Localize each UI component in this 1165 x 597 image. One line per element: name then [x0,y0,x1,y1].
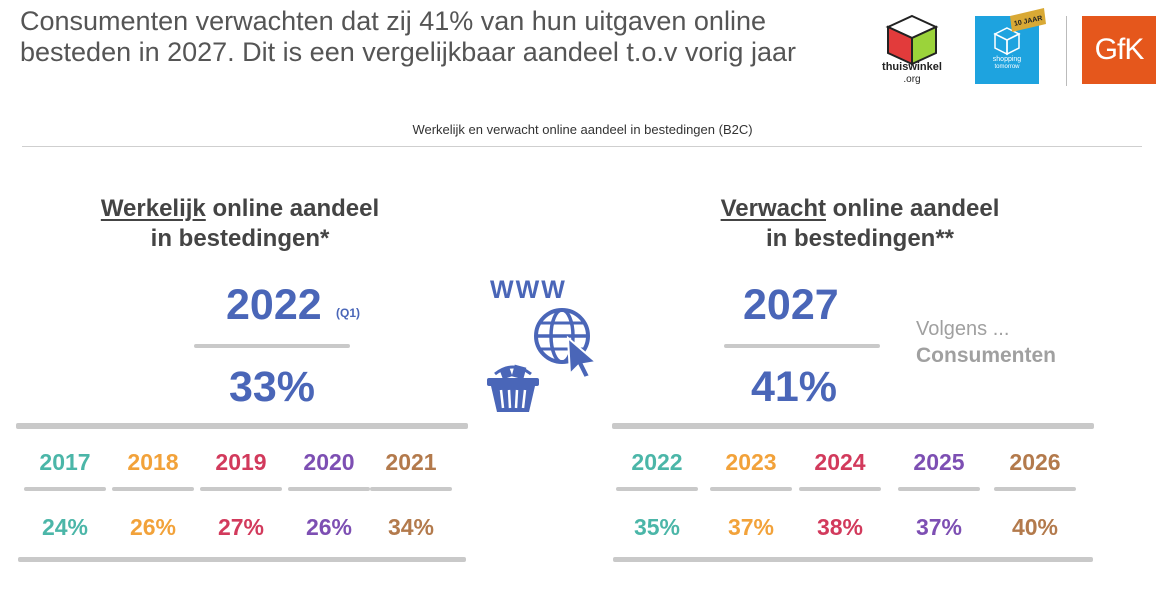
left-section-title: Werkelijk online aandeel in bestedingen* [70,194,410,254]
left-year-label-2020: 2020 [303,449,355,475]
left-big-percentage: 33% [228,363,316,411]
left-bottom-bar [18,557,466,562]
right-year-value-2025: 37% [915,514,963,540]
right-year-value-2022: 35% [633,514,681,540]
left-year-label-2018: 2018 [127,449,179,475]
right-year-label-2022: 2022 [631,449,683,475]
right-section-title: Verwacht online aandeel in bestedingen** [690,194,1030,254]
right-bottom-bar [613,557,1093,562]
gfk-logo: GfK [1082,16,1156,84]
box-icon [993,27,1021,56]
shopping-logo-text-2: tomorrow [994,64,1020,70]
www-icon: WWW [490,276,567,304]
left-year-divider-2021 [370,487,452,491]
right-year-divider-2024 [799,487,881,491]
left-year-value-2017: 24% [41,514,89,540]
right-year-value-2026: 40% [1011,514,1059,540]
right-year-divider-2025 [898,487,980,491]
left-year-divider-2018 [112,487,194,491]
shopping-basket-icon [487,364,539,412]
right-big-percentage: 41% [750,363,838,411]
left-big-year-note: (Q1) [336,306,360,320]
left-big-divider [194,344,350,348]
thuiswinkel-logo-cube-icon [885,14,939,66]
left-year-divider-2017 [24,487,106,491]
left-year-divider-2020 [288,487,370,491]
right-title-underlined: Verwacht [720,195,826,222]
headline-line-1: Consumenten verwachten dat zij 41% van h… [20,6,766,36]
right-section-bar [612,423,1094,429]
left-year-value-2021: 34% [387,514,435,540]
left-year-value-2018: 26% [129,514,177,540]
left-year-value-2020: 26% [305,514,353,540]
right-title-rest: online aandeel [826,195,1000,222]
left-year-divider-2019 [200,487,282,491]
chart-subtitle: Werkelijk en verwacht online aandeel in … [412,122,753,137]
subtitle-divider [22,146,1142,147]
shopping-logo-text-1: shopping [992,56,1022,63]
left-big-year: 2022 [226,281,322,329]
left-title-rest: online aandeel [205,195,380,222]
left-year-label-2021: 2021 [385,449,437,475]
right-year-divider-2023 [710,487,792,491]
left-title-line-2: in bestedingen* [150,225,330,252]
volgens-label: Volgens ... [916,318,1010,340]
thuiswinkel-logo-suffix: .org [903,74,921,85]
right-title-line-2: in bestedingen** [765,225,955,252]
thuiswinkel-logo-text: thuiswinkel [882,61,942,73]
left-year-label-2019: 2019 [215,449,267,475]
right-year-value-2023: 37% [727,514,775,540]
left-section-bar [16,423,468,429]
right-year-label-2026: 2026 [1009,449,1061,475]
consumenten-label: Consumenten [916,344,1057,367]
left-title-underlined: Werkelijk [100,195,206,222]
headline-line-2: besteden in 2027. Dit is een vergelijkba… [20,37,796,67]
anniversary-ribbon-icon: 10 JAAR [1010,8,1046,32]
logo-divider [1066,16,1067,86]
right-year-divider-2026 [994,487,1076,491]
right-year-value-2024: 38% [816,514,864,540]
right-big-divider [724,344,880,348]
globe-cursor-icon [534,308,599,380]
right-big-year: 2027 [743,281,839,329]
page-headline: Consumenten verwachten dat zij 41% van h… [20,6,840,68]
right-year-divider-2022 [616,487,698,491]
right-year-label-2025: 2025 [913,449,965,475]
left-year-value-2019: 27% [217,514,265,540]
left-year-label-2017: 2017 [39,449,91,475]
right-year-label-2023: 2023 [725,449,777,475]
right-year-label-2024: 2024 [814,449,866,475]
